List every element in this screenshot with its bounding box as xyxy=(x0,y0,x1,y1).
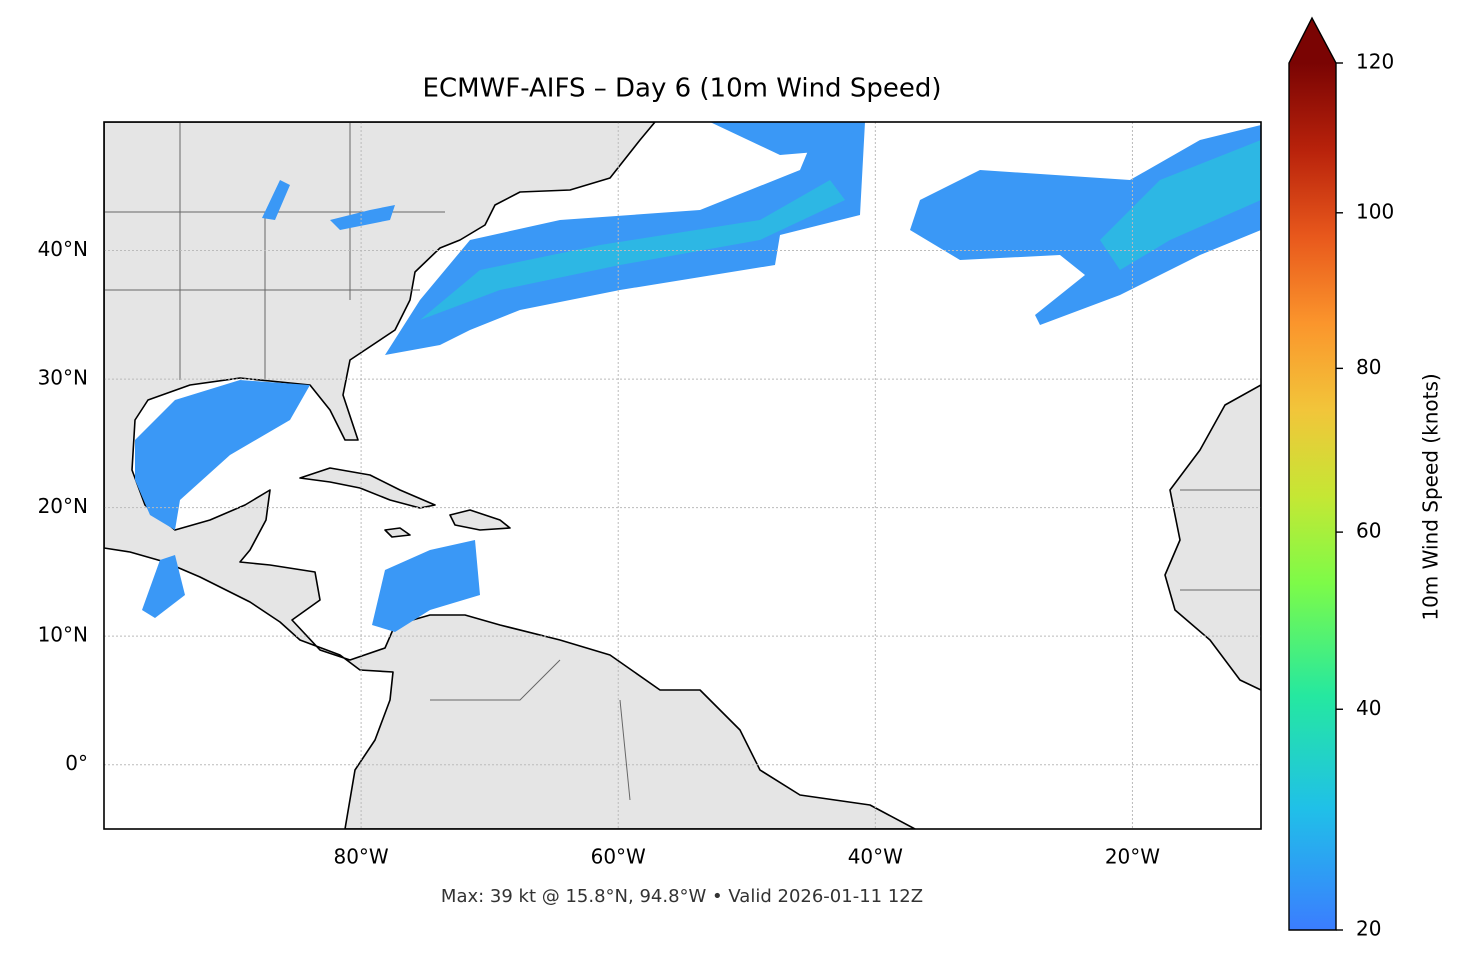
hispaniola xyxy=(449,509,511,531)
colorbar-tick-label: 120 xyxy=(1356,50,1394,74)
x-tick-label: 80°W xyxy=(333,845,388,869)
x-tick-label: 20°W xyxy=(1105,845,1160,869)
colorbar-tick-label: 80 xyxy=(1356,355,1381,379)
y-tick-label: 20°N xyxy=(38,494,88,518)
y-tick-label: 10°N xyxy=(38,623,88,647)
colorbar xyxy=(1289,63,1336,930)
wind-swaths xyxy=(135,122,1261,632)
colorbar-tick-label: 60 xyxy=(1356,519,1381,543)
y-tick-label: 30°N xyxy=(38,366,88,390)
x-tick-label: 60°W xyxy=(591,845,646,869)
x-tick-label: 40°W xyxy=(848,845,903,869)
cuba xyxy=(299,467,436,509)
colorbar-frame xyxy=(1288,16,1337,931)
map xyxy=(104,122,1261,829)
colorbar-label: 10m Wind Speed (knots) xyxy=(1419,373,1443,620)
colorbar-extend xyxy=(1289,18,1336,63)
colorbar-tick-label: 40 xyxy=(1356,696,1381,720)
africa xyxy=(1164,384,1261,691)
map-frame xyxy=(103,121,1262,830)
footer: Max: 39 kt @ 15.8°N, 94.8°W • Valid 2026… xyxy=(441,886,923,907)
americas xyxy=(104,122,916,829)
colorbar-tick-label: 100 xyxy=(1356,199,1394,223)
y-tick-label: 0° xyxy=(65,751,88,775)
jamaica xyxy=(384,527,411,538)
colorbar-tick-label: 20 xyxy=(1356,917,1381,941)
title: ECMWF-AIFS – Day 6 (10m Wind Speed) xyxy=(423,74,942,104)
y-tick-label: 40°N xyxy=(38,237,88,261)
